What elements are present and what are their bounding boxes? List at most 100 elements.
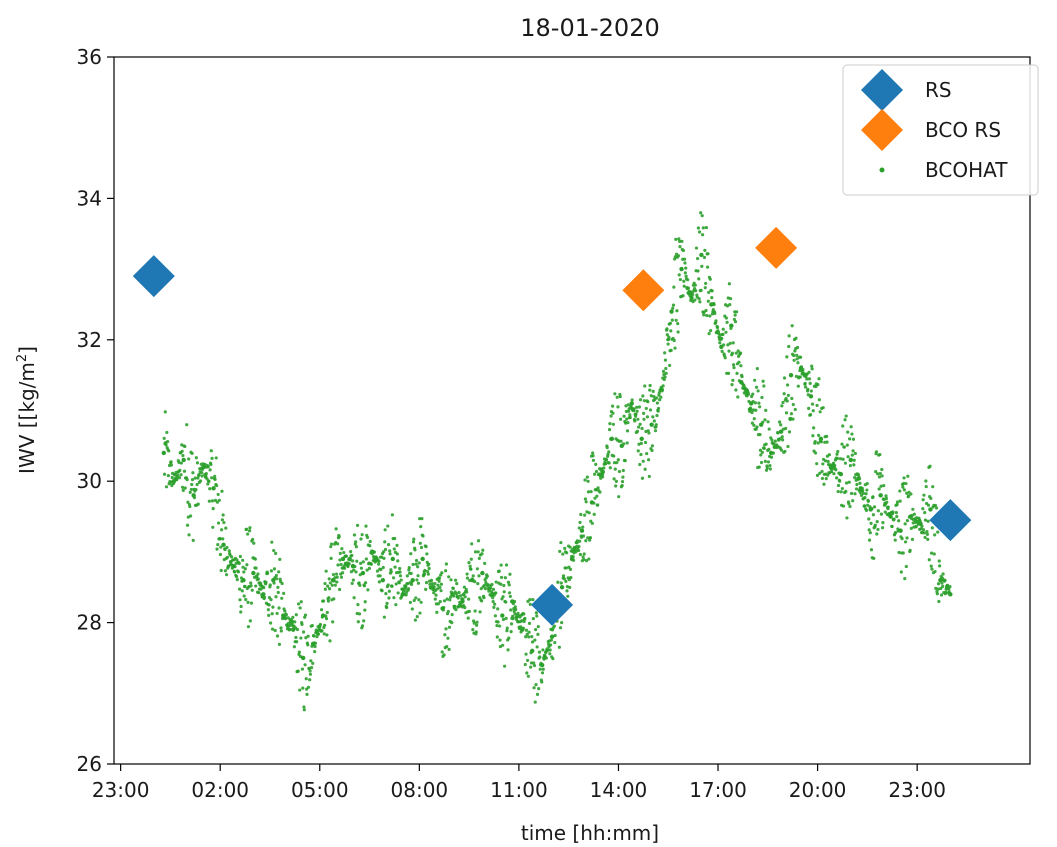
- bcohat-sample: [306, 634, 310, 638]
- bcohat-sample: [882, 483, 886, 488]
- bcohat-sample: [813, 451, 818, 455]
- bcohat-sample: [209, 449, 213, 453]
- bcohat-sample: [494, 591, 498, 595]
- bcohat-sample: [628, 413, 632, 417]
- bcohat-sample: [851, 437, 856, 441]
- bcohat-sample: [351, 578, 355, 582]
- bcohat-sample: [357, 581, 361, 585]
- bcohat-sample: [509, 622, 514, 626]
- bcohat-sample: [707, 290, 711, 294]
- y-tick-label: 32: [77, 328, 102, 352]
- bcohat-sample: [794, 374, 799, 378]
- bcohat-sample: [815, 403, 819, 408]
- bcohat-sample: [537, 650, 542, 654]
- bcohat-sample: [329, 556, 333, 560]
- bcohat-sample: [392, 596, 396, 600]
- bcohat-sample: [556, 580, 560, 584]
- bcohat-sample: [210, 476, 214, 480]
- bcohat-sample: [256, 577, 260, 581]
- bcohat-sample: [815, 473, 820, 477]
- bcohat-sample: [604, 458, 609, 462]
- bcohat-sample: [507, 591, 512, 595]
- bcohat-sample: [835, 452, 839, 456]
- bcohat-sample: [505, 629, 509, 633]
- bcohat-sample: [511, 617, 515, 621]
- bcohat-sample: [363, 581, 368, 585]
- bcohat-sample: [849, 491, 854, 496]
- bcohat-sample: [939, 586, 943, 591]
- bcohat-sample: [699, 288, 703, 292]
- bcohat-sample: [535, 614, 539, 618]
- bcohat-sample: [246, 600, 250, 605]
- bcohat-sample: [247, 529, 252, 533]
- bcohat-sample: [591, 458, 596, 462]
- bcohat-sample: [608, 422, 612, 426]
- bcohat-sample: [787, 430, 792, 434]
- bcohat-sample: [342, 550, 346, 555]
- bcohat-sample: [625, 417, 629, 421]
- bcohat-sample: [301, 630, 306, 634]
- bcohat-sample: [880, 526, 885, 530]
- bcohat-sample: [761, 420, 765, 424]
- bcohat-sample: [672, 285, 676, 289]
- bcohat-sample: [706, 252, 710, 256]
- bcohat-sample: [617, 469, 622, 474]
- bcohat-sample: [490, 582, 494, 587]
- bcohat-sample: [763, 459, 767, 463]
- bcohat-sample: [502, 590, 506, 594]
- bcohat-sample: [265, 571, 270, 576]
- bcohat-sample: [753, 378, 757, 382]
- bcohat-sample: [243, 567, 247, 571]
- bcohat-sample: [923, 535, 927, 540]
- bcohat-sample: [419, 600, 423, 604]
- bcohat-sample: [385, 605, 389, 610]
- bcohat-sample: [677, 273, 681, 277]
- bcohat-sample: [531, 617, 535, 621]
- bcohat-sample: [936, 587, 940, 591]
- bcohat-sample: [821, 406, 825, 410]
- bcohat-sample: [596, 486, 600, 490]
- bcohat-sample: [639, 452, 643, 457]
- bcohat-sample: [532, 661, 536, 665]
- bcohat-sample: [930, 567, 934, 571]
- bcohat-sample: [473, 609, 477, 613]
- bcohat-sample: [651, 415, 655, 419]
- bcohat-sample: [885, 500, 889, 504]
- bcohat-sample: [750, 421, 754, 425]
- bcohat-sample: [277, 570, 281, 574]
- bcohat-sample: [728, 296, 733, 301]
- bcohat-sample: [497, 569, 501, 573]
- bcohat-sample: [189, 487, 193, 492]
- bcohat-sample: [411, 562, 415, 567]
- legend-label: BCOHAT: [925, 158, 1008, 182]
- bcohat-sample: [651, 389, 655, 393]
- bcohat-sample: [536, 625, 540, 629]
- bcohat-sample: [244, 527, 249, 531]
- rs-marker: [531, 583, 574, 626]
- bcohat-point: [300, 655, 306, 661]
- bcohat-sample: [306, 685, 311, 689]
- bcohat-sample: [454, 608, 458, 612]
- bcohat-sample: [440, 571, 444, 575]
- bcohat-sample: [587, 511, 591, 515]
- bcohat-sample: [840, 486, 844, 491]
- bcohat-sample: [704, 225, 709, 230]
- bcohat-sample: [696, 256, 700, 261]
- bcohat-sample: [864, 492, 868, 496]
- bcohat-sample: [410, 607, 414, 611]
- bcohat-sample: [610, 404, 615, 408]
- bcohat-sample: [303, 613, 308, 617]
- bcohat-sample: [869, 548, 874, 552]
- bcohat-sample: [650, 444, 655, 448]
- bcohat-sample: [927, 558, 931, 562]
- bcohat-sample: [162, 472, 167, 476]
- bcohat-sample: [702, 255, 707, 260]
- bcohat-sample: [308, 669, 312, 673]
- bcohat-sample: [404, 584, 408, 588]
- bcohat-sample: [700, 214, 704, 218]
- bcohat-sample: [633, 419, 637, 423]
- bcohat-sample: [355, 523, 360, 527]
- bcohat-sample: [251, 537, 255, 542]
- bcohat-sample: [636, 417, 640, 421]
- bcohat-sample: [453, 604, 457, 608]
